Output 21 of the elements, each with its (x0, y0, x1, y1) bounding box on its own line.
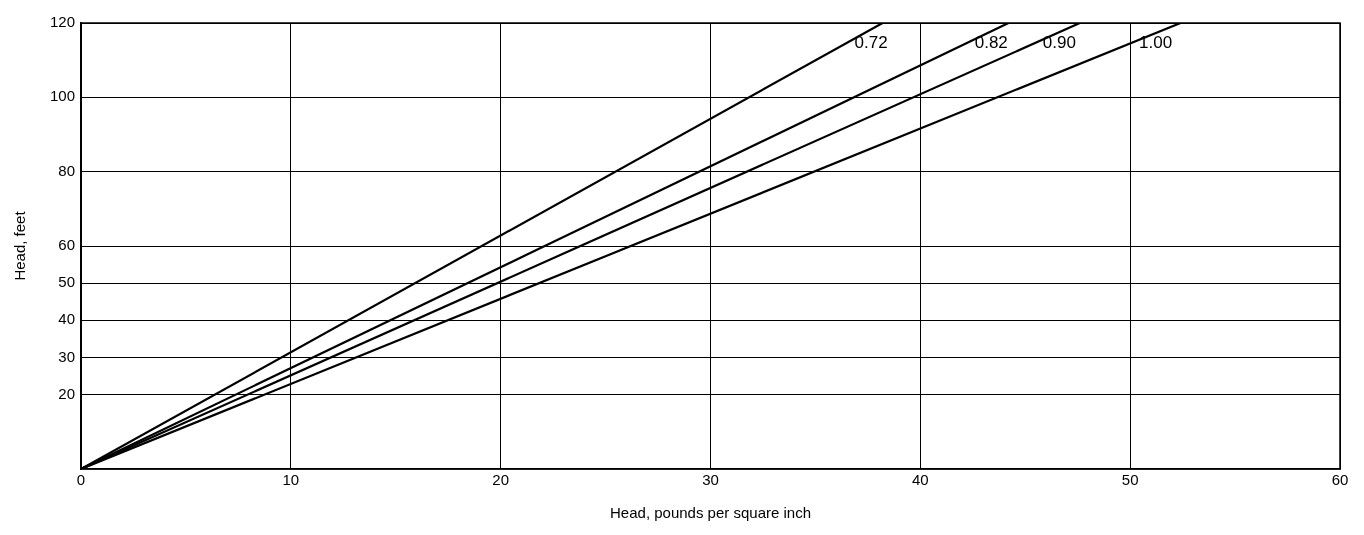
y-tick-label: 50 (58, 273, 76, 291)
x-tick-label: 50 (1121, 471, 1139, 489)
y-tick-label: 30 (58, 347, 76, 365)
y-tick-label: 60 (58, 236, 76, 254)
series-label: 0.72 (854, 32, 888, 52)
y-tick-label: 20 (58, 384, 76, 402)
x-tick-label: 60 (1331, 471, 1349, 489)
series-label: 0.82 (974, 32, 1008, 52)
y-tick-label: 100 (50, 87, 76, 105)
x-tick-label: 40 (912, 471, 929, 489)
x-tick-label: 30 (702, 471, 719, 489)
x-tick-label: 0 (76, 471, 86, 489)
y-tick-label: 120 (50, 13, 76, 31)
x-tick-label: 10 (282, 471, 300, 489)
y-axis-title: Head, feet (11, 210, 29, 281)
y-tick-label: 40 (58, 310, 76, 328)
x-axis-title: Head, pounds per square inch (610, 504, 812, 522)
series-label: 1.00 (1139, 32, 1173, 52)
y-tick-label: 80 (58, 161, 76, 179)
x-tick-label: 20 (492, 471, 510, 489)
series-label: 0.90 (1042, 32, 1076, 52)
